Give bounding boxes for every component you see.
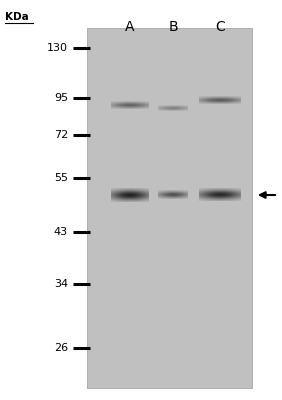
Text: KDa: KDa — [5, 12, 29, 22]
Text: 130: 130 — [47, 43, 68, 53]
Text: 26: 26 — [54, 343, 68, 353]
Bar — [87, 28, 252, 388]
Text: B: B — [168, 20, 178, 34]
Text: 72: 72 — [54, 130, 68, 140]
Text: 95: 95 — [54, 93, 68, 103]
Text: 55: 55 — [54, 173, 68, 183]
Text: 43: 43 — [54, 227, 68, 237]
Text: C: C — [215, 20, 225, 34]
Text: A: A — [125, 20, 135, 34]
Text: 34: 34 — [54, 279, 68, 289]
